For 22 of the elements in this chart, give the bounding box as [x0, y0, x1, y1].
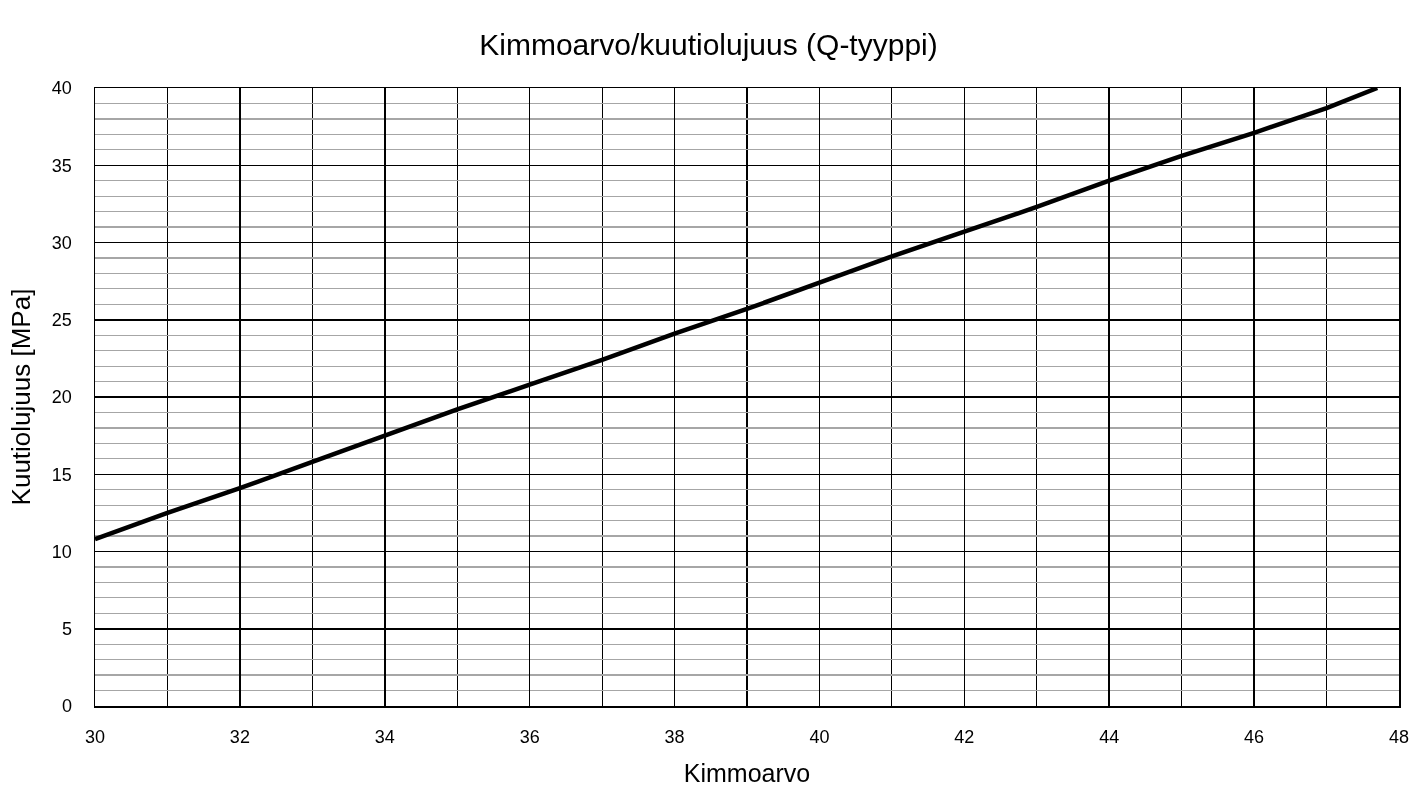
x-tick-label: 40: [809, 727, 830, 748]
y-tick-label: 35: [51, 155, 72, 176]
x-tick-label: 30: [84, 727, 106, 748]
x-tick-label: 44: [1099, 727, 1120, 748]
x-tick-label: 48: [1388, 727, 1410, 748]
y-tick-label: 15: [51, 464, 72, 485]
y-tick-label: 30: [51, 232, 72, 253]
x-tick-label: 32: [229, 727, 250, 748]
x-axis-title: Kimmoarvo: [683, 758, 811, 787]
y-axis-title: Kuutiolujuus [MPa]: [5, 288, 36, 506]
y-tick-label: 0: [61, 696, 72, 717]
x-tick-label: 42: [954, 727, 975, 748]
y-tick-label: 40: [51, 78, 72, 99]
y-tick-label: 5: [61, 619, 72, 640]
y-tick-label: 10: [51, 541, 72, 562]
x-tick-label: 34: [374, 727, 395, 748]
y-tick-label: 20: [51, 387, 72, 408]
x-tick-label: 36: [519, 727, 540, 748]
x-tick-label: 46: [1244, 727, 1265, 748]
x-tick-label: 38: [664, 727, 685, 748]
y-tick-label: 25: [51, 310, 72, 331]
chart-title: Kimmoarvo/kuutiolujuus (Q-tyyppi): [479, 27, 938, 61]
